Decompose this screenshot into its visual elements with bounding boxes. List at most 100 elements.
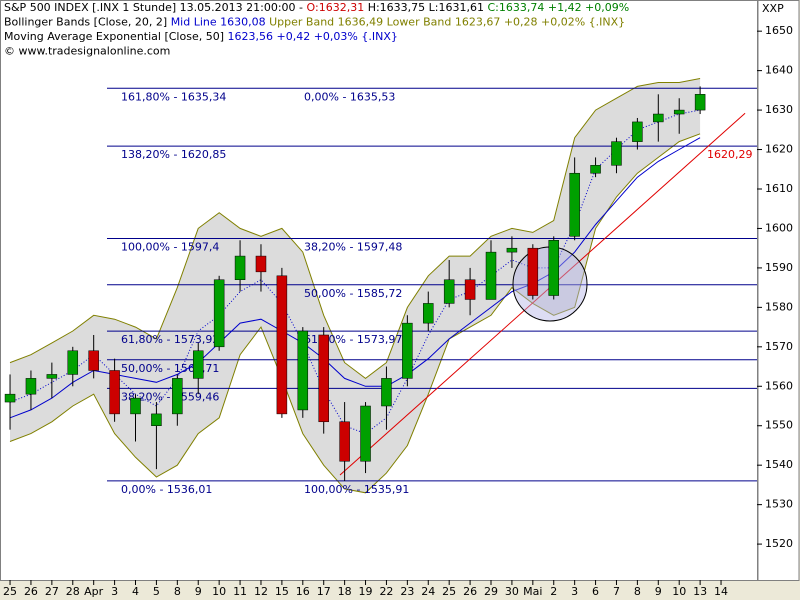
- y-tick-label: 1630: [765, 103, 793, 116]
- fib-label: 38,20% - 1597,48: [304, 241, 402, 254]
- candle-body: [569, 172, 580, 237]
- y-tick-label: 1580: [765, 300, 793, 313]
- header-text: © www.tradesignalonline.com: [4, 45, 170, 58]
- candle-body: [213, 279, 225, 348]
- y-tick-label: 1540: [765, 458, 793, 471]
- candle-body: [339, 421, 350, 462]
- candle-body: [67, 350, 79, 375]
- candle-body: [548, 240, 559, 296]
- x-tick-label: 28: [66, 585, 80, 598]
- x-tick-label: 26: [24, 585, 38, 598]
- y-tick-label: 1610: [765, 182, 793, 195]
- x-tick-label: 27: [45, 585, 59, 598]
- fib-label: 50,00% - 1566,71: [121, 362, 219, 375]
- x-tick-label: 29: [484, 585, 498, 598]
- header-text: Bollinger Bands [Close, 20, 2]: [4, 16, 171, 29]
- x-tick-label: 25: [442, 585, 456, 598]
- candle-body: [527, 247, 539, 296]
- x-tick-label: 2: [550, 585, 557, 598]
- candle-body: [297, 330, 309, 411]
- x-tick-label: Apr: [84, 585, 104, 598]
- x-tick-label: 4: [132, 585, 139, 598]
- x-tick-label: 25: [3, 585, 17, 598]
- x-tick-label: 17: [317, 585, 331, 598]
- y-axis-area: [757, 0, 800, 581]
- header-text: 1623,56 +0,42 +0,03% {.INX}: [228, 30, 398, 43]
- x-tick-label: 3: [571, 585, 578, 598]
- x-tick-label: 14: [714, 585, 728, 598]
- fib-label: 61,80% - 1573,92: [121, 333, 219, 346]
- x-tick-label: 11: [233, 585, 247, 598]
- candle-body: [611, 141, 622, 166]
- x-tick-label: 26: [463, 585, 477, 598]
- candle-body: [4, 393, 16, 403]
- x-tick-label: 8: [174, 585, 181, 598]
- candle-body: [673, 109, 685, 115]
- x-tick-label: 30: [505, 585, 519, 598]
- candle-body: [318, 334, 329, 423]
- candle-body: [485, 251, 497, 300]
- x-tick-label: 8: [634, 585, 641, 598]
- header-text: C:1633,74 +1,42 +0,09%: [487, 1, 629, 14]
- header-line: S&P 500 INDEX [.INX 1 Stunde] 13.05.2013…: [4, 1, 629, 14]
- y-tick-label: 1520: [765, 537, 793, 550]
- x-tick-label: 9: [195, 585, 202, 598]
- fib-label: 138,20% - 1620,85: [121, 148, 226, 161]
- x-tick-label: 3: [111, 585, 118, 598]
- header-text: Mid Line 1630,08: [171, 16, 269, 29]
- upper-band: [9, 78, 701, 380]
- y-tick-label: 1640: [765, 64, 793, 77]
- header-text: Moving Average Exponential [Close, 50]: [4, 30, 228, 43]
- header-line: Bollinger Bands [Close, 20, 2] Mid Line …: [4, 16, 625, 29]
- x-tick-label: 23: [400, 585, 414, 598]
- x-tick-label: 16: [296, 585, 310, 598]
- header-text: S&P 500 INDEX [.INX 1 Stunde] 13.05.2013…: [4, 1, 307, 14]
- trendline: [339, 112, 746, 476]
- trendline-label: 1620,29: [707, 148, 753, 161]
- candle-body: [276, 275, 288, 415]
- candle-body: [151, 413, 162, 426]
- candle-body: [255, 255, 267, 273]
- header-text: Upper Band 1636,49 Lower Band 1623,67 +0…: [269, 16, 625, 29]
- x-tick-label: 18: [338, 585, 352, 598]
- candle-body: [590, 165, 601, 174]
- x-tick-label: 19: [359, 585, 373, 598]
- x-tick-label: 5: [153, 585, 160, 598]
- y-tick-label: 1590: [765, 261, 793, 274]
- y-tick-label: 1560: [765, 379, 793, 392]
- x-tick-label: 12: [254, 585, 268, 598]
- fib-label: 0,00% - 1536,01: [121, 483, 212, 496]
- fib-label: 100,00% - 1597,4: [121, 241, 219, 254]
- candle-body: [109, 370, 120, 415]
- candle-body: [88, 350, 99, 371]
- header-line: © www.tradesignalonline.com: [4, 45, 170, 58]
- candle-body: [402, 322, 413, 379]
- y-tick-label: 1650: [765, 24, 793, 37]
- candle-body: [360, 405, 371, 462]
- y-tick-label: 1550: [765, 419, 793, 432]
- y-tick-label: 1620: [765, 143, 793, 156]
- ema-line: [9, 137, 701, 419]
- x-tick-label: 13: [693, 585, 707, 598]
- candle-body: [172, 378, 183, 415]
- fib-label: 100,00% - 1535,91: [304, 483, 409, 496]
- lower-band: [9, 133, 701, 494]
- x-tick-label: 10: [672, 585, 686, 598]
- x-tick-label: 6: [592, 585, 599, 598]
- x-tick-label: 9: [655, 585, 662, 598]
- x-tick-label: 7: [613, 585, 620, 598]
- candle-body: [506, 247, 518, 253]
- candle-body: [423, 303, 434, 324]
- y-tick-label: 1530: [765, 498, 793, 511]
- x-tick-label: 22: [379, 585, 393, 598]
- fib-label: 0,00% - 1635,53: [304, 90, 395, 103]
- candle-body: [653, 113, 664, 123]
- candle-body: [694, 94, 706, 111]
- x-tick-label: 15: [275, 585, 289, 598]
- candle-body: [381, 378, 392, 407]
- candle-body: [130, 397, 141, 415]
- candle-body: [25, 378, 37, 395]
- y-tick-label: 1600: [765, 221, 793, 234]
